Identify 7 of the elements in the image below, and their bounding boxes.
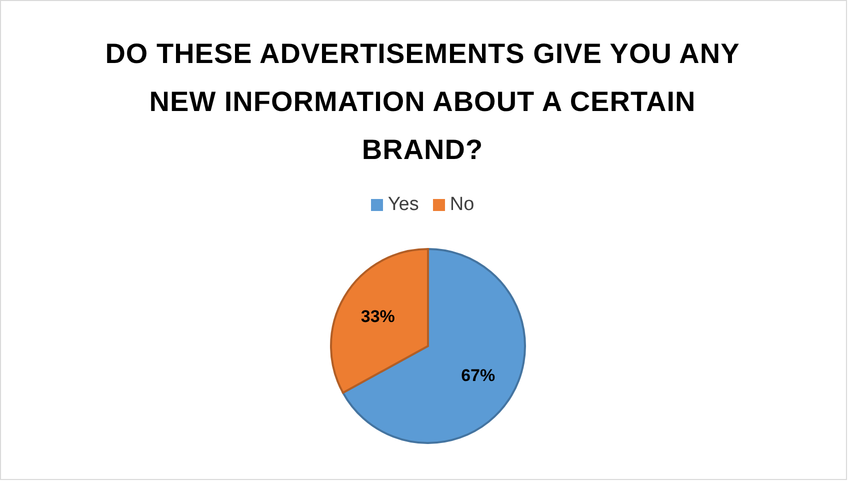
- legend-label: No: [450, 194, 474, 216]
- data-label: 67%: [460, 366, 495, 386]
- chart-title: DO THESE ADVERTISEMENTS GIVE YOU ANY NEW INFORMATION ABOUT A CERTAIN BRAND?: [104, 37, 741, 167]
- pie-slice: [330, 248, 428, 394]
- legend-label: Yes: [388, 194, 419, 216]
- pie-slice: [342, 248, 526, 444]
- data-label: 33%: [360, 306, 394, 326]
